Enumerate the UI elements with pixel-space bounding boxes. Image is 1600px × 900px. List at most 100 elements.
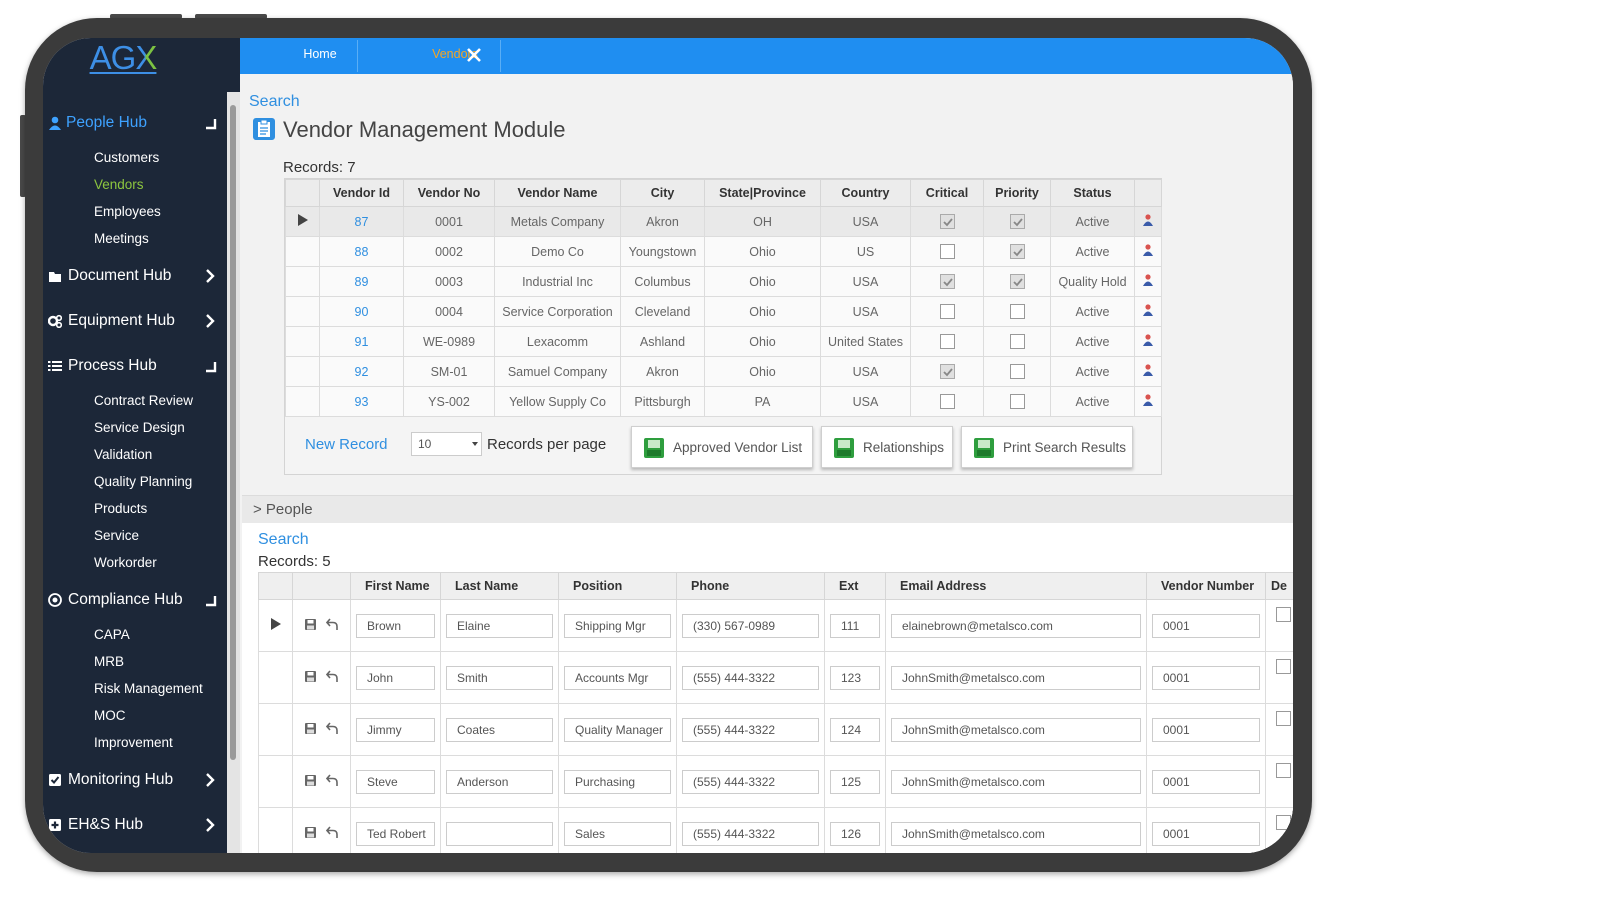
nav-item[interactable]: Contract Review: [94, 392, 194, 408]
text-input[interactable]: Brown: [356, 613, 435, 638]
text-input[interactable]: Jimmy: [356, 717, 435, 742]
contact-icon[interactable]: [1134, 266, 1162, 297]
button-label[interactable]: Print Search Results: [1003, 440, 1127, 455]
save-icon[interactable]: [305, 774, 316, 789]
hub-label[interactable]: Equipment Hub: [68, 312, 175, 329]
save-icon[interactable]: [305, 618, 316, 633]
checkbox[interactable]: [1009, 364, 1025, 380]
vendor-id-link[interactable]: 90: [354, 304, 369, 319]
text-input[interactable]: [446, 821, 553, 846]
vendor-row[interactable]: 89 0003 Industrial Inc Columbus Ohio USA Quali…: [285, 266, 1162, 297]
checkbox[interactable]: [1009, 244, 1025, 260]
hub-label[interactable]: Document Hub: [68, 267, 172, 284]
text-input[interactable]: JohnSmith@metalsco.com: [891, 665, 1141, 690]
vendor-id-link[interactable]: 92: [354, 364, 369, 379]
text-input[interactable]: 124: [830, 717, 880, 742]
contact-icon[interactable]: [1134, 236, 1162, 267]
checkbox[interactable]: [1276, 711, 1291, 727]
text-input[interactable]: JohnSmith@metalsco.com: [891, 821, 1141, 846]
checkbox[interactable]: [1009, 214, 1025, 230]
contact-icon[interactable]: [1134, 356, 1162, 387]
person-row[interactable]: Jimmy Coates Quality Manager (555) 444-3322…: [258, 703, 1293, 756]
text-input[interactable]: 0001: [1152, 613, 1260, 638]
text-input[interactable]: Coates: [446, 717, 553, 742]
hub-label[interactable]: Monitoring Hub: [68, 771, 174, 788]
text-input[interactable]: (555) 444-3322: [682, 717, 819, 742]
save-icon[interactable]: [305, 670, 316, 685]
nav-item[interactable]: Service: [94, 527, 140, 543]
nav-item[interactable]: Workorder: [94, 554, 157, 570]
nav-item[interactable]: MRB: [94, 653, 124, 669]
contact-icon[interactable]: [1134, 386, 1162, 417]
vendor-id-link[interactable]: 88: [354, 244, 369, 259]
close-tab[interactable]: [466, 47, 482, 68]
nav-hub[interactable]: Process Hub: [43, 349, 227, 383]
checkbox[interactable]: [1009, 274, 1025, 290]
person-row[interactable]: John Smith Accounts Mgr (555) 444-3322 123 Jo…: [258, 651, 1293, 704]
person-row[interactable]: Ted Robert Sales (555) 444-3322 126 JohnSmit…: [258, 807, 1293, 853]
nav-item[interactable]: MOC: [94, 707, 126, 723]
checkbox[interactable]: [939, 334, 955, 350]
text-input[interactable]: (555) 444-3322: [682, 665, 819, 690]
nav-hub[interactable]: Equipment Hub: [43, 304, 227, 338]
page-size-select[interactable]: 10: [411, 432, 482, 456]
text-input[interactable]: 125: [830, 769, 880, 794]
text-input[interactable]: JohnSmith@metalsco.com: [891, 769, 1141, 794]
undo-icon[interactable]: [325, 825, 338, 842]
button-label[interactable]: Relationships: [863, 440, 945, 455]
text-input[interactable]: (555) 444-3322: [682, 769, 819, 794]
person-row[interactable]: Brown Elaine Shipping Mgr (330) 567-0989 111…: [258, 599, 1293, 652]
text-input[interactable]: JohnSmith@metalsco.com: [891, 717, 1141, 742]
button-label[interactable]: Approved Vendor List: [673, 440, 803, 455]
text-input[interactable]: Shipping Mgr: [564, 613, 671, 638]
vendor-row[interactable]: 88 0002 Demo Co Youngstown Ohio US Active: [285, 236, 1162, 267]
checkbox[interactable]: [1009, 304, 1025, 320]
checkbox[interactable]: [1276, 607, 1291, 623]
search-link[interactable]: Search: [249, 93, 300, 110]
section-header[interactable]: > People: [242, 495, 1293, 523]
text-input[interactable]: 0001: [1152, 665, 1260, 690]
nav-item[interactable]: Quality Planning: [94, 473, 193, 489]
save-icon[interactable]: [305, 722, 316, 737]
nav-item[interactable]: Meetings: [94, 230, 149, 246]
person-row[interactable]: Steve Anderson Purchasing (555) 444-3322 125…: [258, 755, 1293, 808]
vendor-id-link[interactable]: 91: [354, 334, 369, 349]
checkbox[interactable]: [939, 364, 955, 380]
nav-item[interactable]: Risk Management: [94, 680, 203, 696]
checkbox[interactable]: [1276, 815, 1291, 831]
tab[interactable]: Home: [303, 47, 337, 61]
checkbox[interactable]: [939, 274, 955, 290]
text-input[interactable]: Steve: [356, 769, 435, 794]
checkbox[interactable]: [1276, 763, 1291, 779]
text-input[interactable]: 123: [830, 665, 880, 690]
toolbar-button[interactable]: Approved Vendor List: [631, 426, 813, 468]
checkbox[interactable]: [939, 214, 955, 230]
vendor-row[interactable]: 92 SM-01 Samuel Company Akron Ohio USA Active: [285, 356, 1162, 387]
contact-icon[interactable]: [1134, 296, 1162, 327]
text-input[interactable]: Sales: [564, 821, 671, 846]
vendor-id-link[interactable]: 87: [354, 214, 369, 229]
undo-icon[interactable]: [325, 669, 338, 686]
hub-label[interactable]: EH&S Hub: [68, 816, 143, 833]
text-input[interactable]: John: [356, 665, 435, 690]
checkbox[interactable]: [939, 394, 955, 410]
nav-item[interactable]: CAPA: [94, 626, 130, 642]
scroll-thumb[interactable]: [230, 105, 236, 760]
checkbox[interactable]: [1009, 334, 1025, 350]
vendor-row[interactable]: 87 0001 Metals Company Akron OH USA Active: [285, 206, 1162, 237]
vendor-row[interactable]: 91 WE-0989 Lexacomm Ashland Ohio United State…: [285, 326, 1162, 357]
text-input[interactable]: Smith: [446, 665, 553, 690]
tab[interactable]: Vendors: [432, 47, 478, 61]
hub-label[interactable]: People Hub: [66, 114, 148, 131]
hub-label[interactable]: Process Hub: [68, 357, 157, 374]
text-input[interactable]: Purchasing: [564, 769, 671, 794]
nav-item[interactable]: Employees: [94, 203, 161, 219]
text-input[interactable]: 0001: [1152, 821, 1260, 846]
text-input[interactable]: Accounts Mgr: [564, 665, 671, 690]
undo-icon[interactable]: [325, 617, 338, 634]
checkbox[interactable]: [939, 244, 955, 260]
toolbar-button[interactable]: Relationships: [821, 426, 953, 468]
nav-item[interactable]: Improvement: [94, 734, 173, 750]
nav-item[interactable]: Products: [94, 500, 148, 516]
contact-icon[interactable]: [1134, 206, 1162, 237]
